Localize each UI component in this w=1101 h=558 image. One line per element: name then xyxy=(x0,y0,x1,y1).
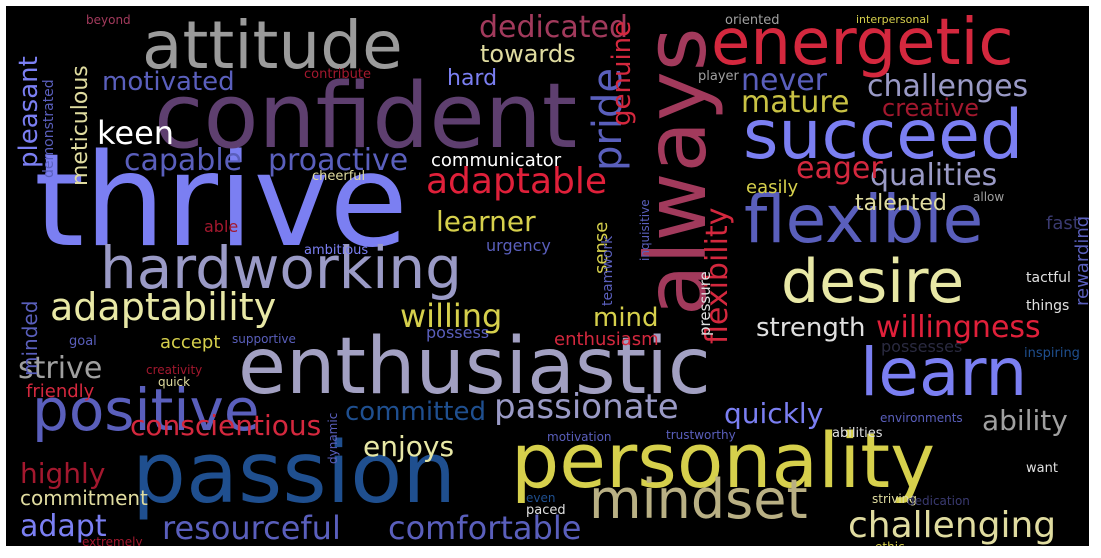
word-committed: committed xyxy=(345,397,486,427)
word-want: want xyxy=(1026,461,1058,476)
word-confident: confident xyxy=(154,64,578,169)
word-tactful: tactful xyxy=(1026,270,1071,286)
word-challenging: challenging xyxy=(848,505,1057,546)
word-adaptability: adaptability xyxy=(50,285,277,329)
word-able: able xyxy=(204,217,239,236)
word-contribute: contribute xyxy=(304,67,371,82)
word-dynamic: dynamic xyxy=(326,412,340,464)
word-adapt: adapt xyxy=(20,509,107,544)
word-things: things xyxy=(1026,298,1070,314)
word-commitment: commitment xyxy=(20,486,148,510)
word-personality: personality xyxy=(511,416,936,505)
word-willingness: willingness xyxy=(876,310,1041,345)
word-capable: capable xyxy=(124,143,243,178)
word-environments: environments xyxy=(880,411,963,425)
word-meticulous: meticulous xyxy=(68,65,93,186)
word-never: never xyxy=(741,63,828,98)
word-even: even xyxy=(526,491,556,505)
word-cloud: thrive confident passion personality enthusi… xyxy=(6,6,1089,546)
word-hardworking: hardworking xyxy=(100,234,462,302)
word-inspiring: inspiring xyxy=(1024,346,1080,361)
word-attitude: attitude xyxy=(142,7,403,84)
word-mindset: mindset xyxy=(589,468,808,531)
word-interpersonal: interpersonal xyxy=(856,13,930,26)
word-urgency: urgency xyxy=(486,236,551,255)
word-demonstrated: demonstrated xyxy=(41,79,57,178)
word-willing: willing xyxy=(400,297,503,335)
word-flexible: flexible xyxy=(744,181,984,258)
word-creativity: creativity xyxy=(146,363,203,377)
word-quick: quick xyxy=(158,375,191,389)
word-abilities: abilities xyxy=(832,426,883,441)
word-cheerful: cheerful xyxy=(312,169,366,184)
word-talented: talented xyxy=(855,191,947,216)
word-keen: keen xyxy=(97,114,175,152)
word-succeed: succeed xyxy=(743,96,1024,175)
word-ethic: ethic xyxy=(875,541,905,546)
word-dedicated: dedicated xyxy=(479,10,629,45)
word-strive: strive xyxy=(18,351,103,386)
word-proactive: proactive xyxy=(268,143,409,178)
word-teamwork: teamwork xyxy=(600,235,616,306)
word-beyond: beyond xyxy=(86,13,131,27)
word-dedication: dedication xyxy=(907,494,970,508)
word-supportive: supportive xyxy=(232,332,296,346)
word-enjoys: enjoys xyxy=(363,430,455,463)
word-adaptable: adaptable xyxy=(426,161,608,202)
word-easily: easily xyxy=(746,177,799,198)
word-possesses: possesses xyxy=(881,337,963,356)
word-possess: possess xyxy=(426,323,490,342)
word-towards: towards xyxy=(480,40,576,68)
word-comfortable: comfortable xyxy=(388,509,582,546)
word-positive: positive xyxy=(32,376,260,444)
word-goal: goal xyxy=(69,334,97,349)
word-thrive: thrive xyxy=(34,127,408,276)
word-fast: fast xyxy=(1046,213,1080,234)
word-ability: ability xyxy=(982,404,1068,437)
word-minded: minded xyxy=(18,300,42,376)
word-motivation: motivation xyxy=(547,430,612,444)
word-mature: mature xyxy=(741,85,850,120)
word-desire: desire xyxy=(781,247,965,317)
word-paced: paced xyxy=(526,503,566,518)
word-enthusiastic: enthusiastic xyxy=(238,322,711,412)
word-striving: striving xyxy=(872,492,917,506)
word-enthusiasm: enthusiasm xyxy=(554,329,659,350)
word-resourceful: resourceful xyxy=(162,509,341,546)
word-pleasant: pleasant xyxy=(14,56,44,168)
word-qualities: qualities xyxy=(870,158,998,193)
word-ambitious: ambitious xyxy=(304,243,369,258)
word-motivated: motivated xyxy=(102,67,235,97)
word-mind: mind xyxy=(593,303,659,333)
word-strength: strength xyxy=(756,313,866,343)
word-eager: eager xyxy=(796,151,883,186)
word-communicator: communicator xyxy=(431,150,562,171)
word-inquisitive: inquisitive xyxy=(638,199,652,261)
word-friendly: friendly xyxy=(26,381,95,402)
word-trustworthy: trustworthy xyxy=(666,428,736,442)
word-extremely: extremely xyxy=(82,535,143,546)
word-passionate: passionate xyxy=(494,387,679,427)
word-accept: accept xyxy=(160,332,221,353)
word-allow: allow xyxy=(973,190,1005,204)
word-highly: highly xyxy=(20,457,106,490)
word-quickly: quickly xyxy=(724,397,824,430)
word-creative: creative xyxy=(882,94,980,122)
word-learner: learner xyxy=(436,205,536,238)
word-learn: learn xyxy=(860,334,1028,411)
word-pressure: pressure xyxy=(696,271,714,336)
word-oriented: oriented xyxy=(725,13,780,28)
word-player: player xyxy=(698,69,739,84)
word-challenges: challenges xyxy=(867,69,1029,104)
word-passion: passion xyxy=(132,424,457,523)
word-hard: hard xyxy=(447,66,498,91)
word-conscientious: conscientious xyxy=(130,409,322,442)
word-genuine: genuine xyxy=(607,20,637,126)
word-energetic: energetic xyxy=(711,6,1014,80)
